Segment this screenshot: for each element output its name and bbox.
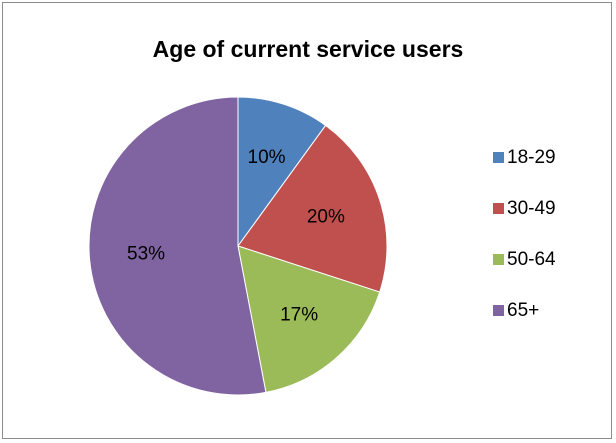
data-label-18-29: 10% [248,147,286,168]
legend-label-30-49: 30-49 [507,198,556,219]
legend-swatch-50-64 [493,253,504,265]
legend-item-65+: 65+ [493,300,539,322]
legend-swatch-30-49 [493,202,504,214]
legend-item-30-49: 30-49 [493,198,556,220]
pie-slice-30-49 [237,124,388,293]
legend-item-18-29: 18-29 [493,147,556,169]
chart-title: Age of current service users [152,36,464,62]
pie-slice-65+ [88,96,267,396]
legend-label-18-29: 18-29 [507,147,556,168]
pie-slice-18-29 [237,96,327,248]
legend-label-65+: 65+ [507,300,540,321]
legend-swatch-65+ [493,304,504,316]
data-label-65+: 53% [127,244,165,265]
data-label-50-64: 17% [280,304,318,325]
legend-item-50-64: 50-64 [493,249,556,271]
data-label-30-49: 20% [307,206,345,227]
legend-label-50-64: 50-64 [507,249,556,270]
legend-swatch-18-29 [493,151,504,163]
pie-slice-50-64 [237,245,381,393]
